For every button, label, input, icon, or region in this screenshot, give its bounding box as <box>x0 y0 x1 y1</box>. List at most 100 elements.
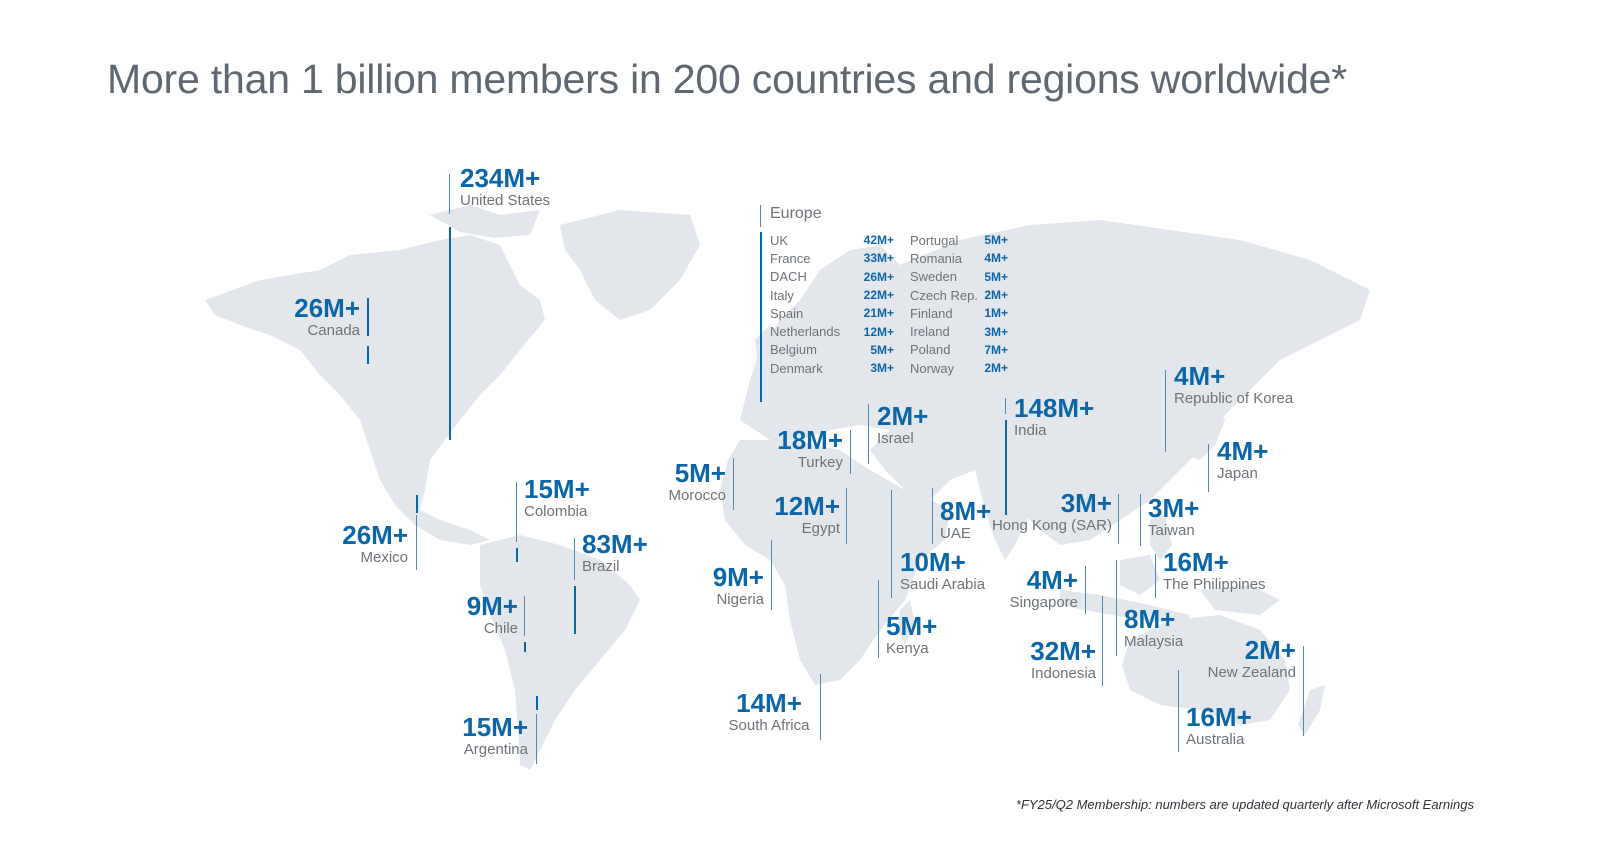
page-title: More than 1 billion members in 200 count… <box>107 56 1348 102</box>
chile-line <box>524 596 525 636</box>
europe-row: Norway 2M+ <box>910 359 1008 377</box>
europe-row: France 33M+ <box>770 249 894 267</box>
argentina-line-lower <box>536 714 537 764</box>
marker-south-africa: 14M+ South Africa <box>718 689 820 735</box>
united-states-line-top <box>449 174 450 214</box>
marker-argentina: 15M+ Argentina <box>430 713 528 759</box>
europe-line-top <box>760 205 761 227</box>
kenya-line <box>878 580 879 658</box>
europe-country: Finland <box>910 305 953 321</box>
korea-line <box>1165 370 1166 452</box>
europe-row: Ireland 3M+ <box>910 322 1008 340</box>
marker-name: United States <box>460 192 551 209</box>
marker-value: 18M+ <box>777 425 843 455</box>
europe-value: 5M+ <box>870 342 894 357</box>
marker-egypt: 12M+ Egypt <box>748 492 840 538</box>
marker-name: Chile <box>483 620 518 637</box>
israel-line <box>868 404 869 464</box>
canada-line <box>367 298 369 336</box>
south-america-shape <box>480 535 640 770</box>
marker-name: Argentina <box>463 741 528 758</box>
europe-row: Sweden 5M+ <box>910 268 1008 286</box>
marker-name: UAE <box>940 525 971 542</box>
europe-row: Netherlands 12M+ <box>770 322 894 340</box>
singapore-line <box>1085 566 1086 614</box>
europe-value: 21M+ <box>863 306 894 321</box>
marker-name: Indonesia <box>1030 665 1096 682</box>
europe-row: Spain 21M+ <box>770 304 894 322</box>
europe-value: 2M+ <box>984 361 1008 376</box>
new-guinea-shape <box>1200 585 1280 615</box>
marker-india: 148M+ India <box>1014 394 1094 440</box>
marker-value: 3M+ <box>1148 493 1200 523</box>
turkey-line <box>850 430 851 474</box>
europe-column-2: Portugal 5M+ Romania 4M+ Sweden 5M+ Czech R… <box>910 231 1008 377</box>
madagascar-shape <box>898 600 915 645</box>
india-line <box>1005 420 1007 515</box>
europe-row: Portugal 5M+ <box>910 231 1008 249</box>
marker-value: 9M+ <box>712 562 764 592</box>
marker-name: Hong Kong (SAR) <box>991 517 1112 534</box>
marker-value: 14M+ <box>736 688 802 718</box>
marker-nigeria: 9M+ Nigeria <box>672 563 764 609</box>
europe-grid: UK 42M+ France 33M+ DACH 26M+ Italy 22M+ Spa… <box>770 231 1040 377</box>
europe-value: 2M+ <box>984 288 1008 303</box>
marker-value: 83M+ <box>582 529 648 559</box>
marker-taiwan: 3M+ Taiwan <box>1148 494 1199 540</box>
europe-breakdown: Europe UK 42M+ France 33M+ DACH 26M+ Italy 2… <box>760 205 1040 377</box>
europe-country: Norway <box>910 360 955 376</box>
marker-name: Kenya <box>886 640 929 657</box>
marker-name: South Africa <box>728 717 810 734</box>
europe-value: 26M+ <box>863 269 894 284</box>
nigeria-line <box>771 540 772 610</box>
marker-philippines: 16M+ The Philippines <box>1163 548 1266 594</box>
europe-row: Romania 4M+ <box>910 249 1008 267</box>
marker-value: 16M+ <box>1186 702 1252 732</box>
europe-column-1: UK 42M+ France 33M+ DACH 26M+ Italy 22M+ Spa… <box>770 231 894 377</box>
chile-line-lower <box>524 642 526 652</box>
europe-row: Poland 7M+ <box>910 341 1008 359</box>
africa-shape <box>720 440 920 685</box>
europe-value: 22M+ <box>863 288 894 303</box>
europe-row: Belgium 5M+ <box>770 341 894 359</box>
europe-country: Portugal <box>910 232 959 248</box>
philippines-shape <box>1150 515 1172 560</box>
marker-name: Brazil <box>582 558 620 575</box>
europe-country: Czech Rep. <box>910 287 978 303</box>
marker-united-states: 234M+ United States <box>460 164 550 210</box>
marker-name: Turkey <box>797 454 843 471</box>
marker-name: Singapore <box>1009 594 1078 611</box>
marker-kenya: 5M+ Kenya <box>886 612 937 658</box>
europe-country: Romania <box>910 250 963 266</box>
europe-row: Czech Rep. 2M+ <box>910 286 1008 304</box>
marker-hong-kong: 3M+ Hong Kong (SAR) <box>988 489 1112 535</box>
marker-value: 32M+ <box>1030 636 1096 666</box>
marker-value: 2M+ <box>877 401 929 431</box>
marker-singapore: 4M+ Singapore <box>990 566 1078 612</box>
europe-country: France <box>770 250 811 266</box>
marker-value: 26M+ <box>342 520 408 550</box>
marker-value: 4M+ <box>1217 436 1269 466</box>
marker-australia: 16M+ Australia <box>1186 703 1252 749</box>
marker-value: 15M+ <box>524 474 590 504</box>
europe-country: Sweden <box>910 269 957 285</box>
arabia-shape <box>870 470 950 560</box>
mexico-line-top <box>416 495 418 513</box>
europe-country: Netherlands <box>770 324 841 340</box>
marker-name: Egypt <box>801 520 840 537</box>
europe-title: Europe <box>770 205 822 222</box>
india-line-top <box>1005 398 1006 414</box>
new-zealand-line <box>1303 646 1304 736</box>
marker-name: Mexico <box>360 549 408 566</box>
marker-brazil: 83M+ Brazil <box>582 530 648 576</box>
marker-name: Republic of Korea <box>1174 390 1294 407</box>
marker-name: Colombia <box>524 503 588 520</box>
marker-israel: 2M+ Israel <box>877 402 928 448</box>
europe-row: Finland 1M+ <box>910 304 1008 322</box>
marker-name: The Philippines <box>1163 576 1266 593</box>
hong-kong-line <box>1118 494 1119 544</box>
europe-value: 3M+ <box>870 361 894 376</box>
morocco-line <box>733 458 734 510</box>
footnote: *FY25/Q2 Membership: numbers are updated… <box>1015 797 1474 812</box>
brazil-line <box>574 538 575 580</box>
